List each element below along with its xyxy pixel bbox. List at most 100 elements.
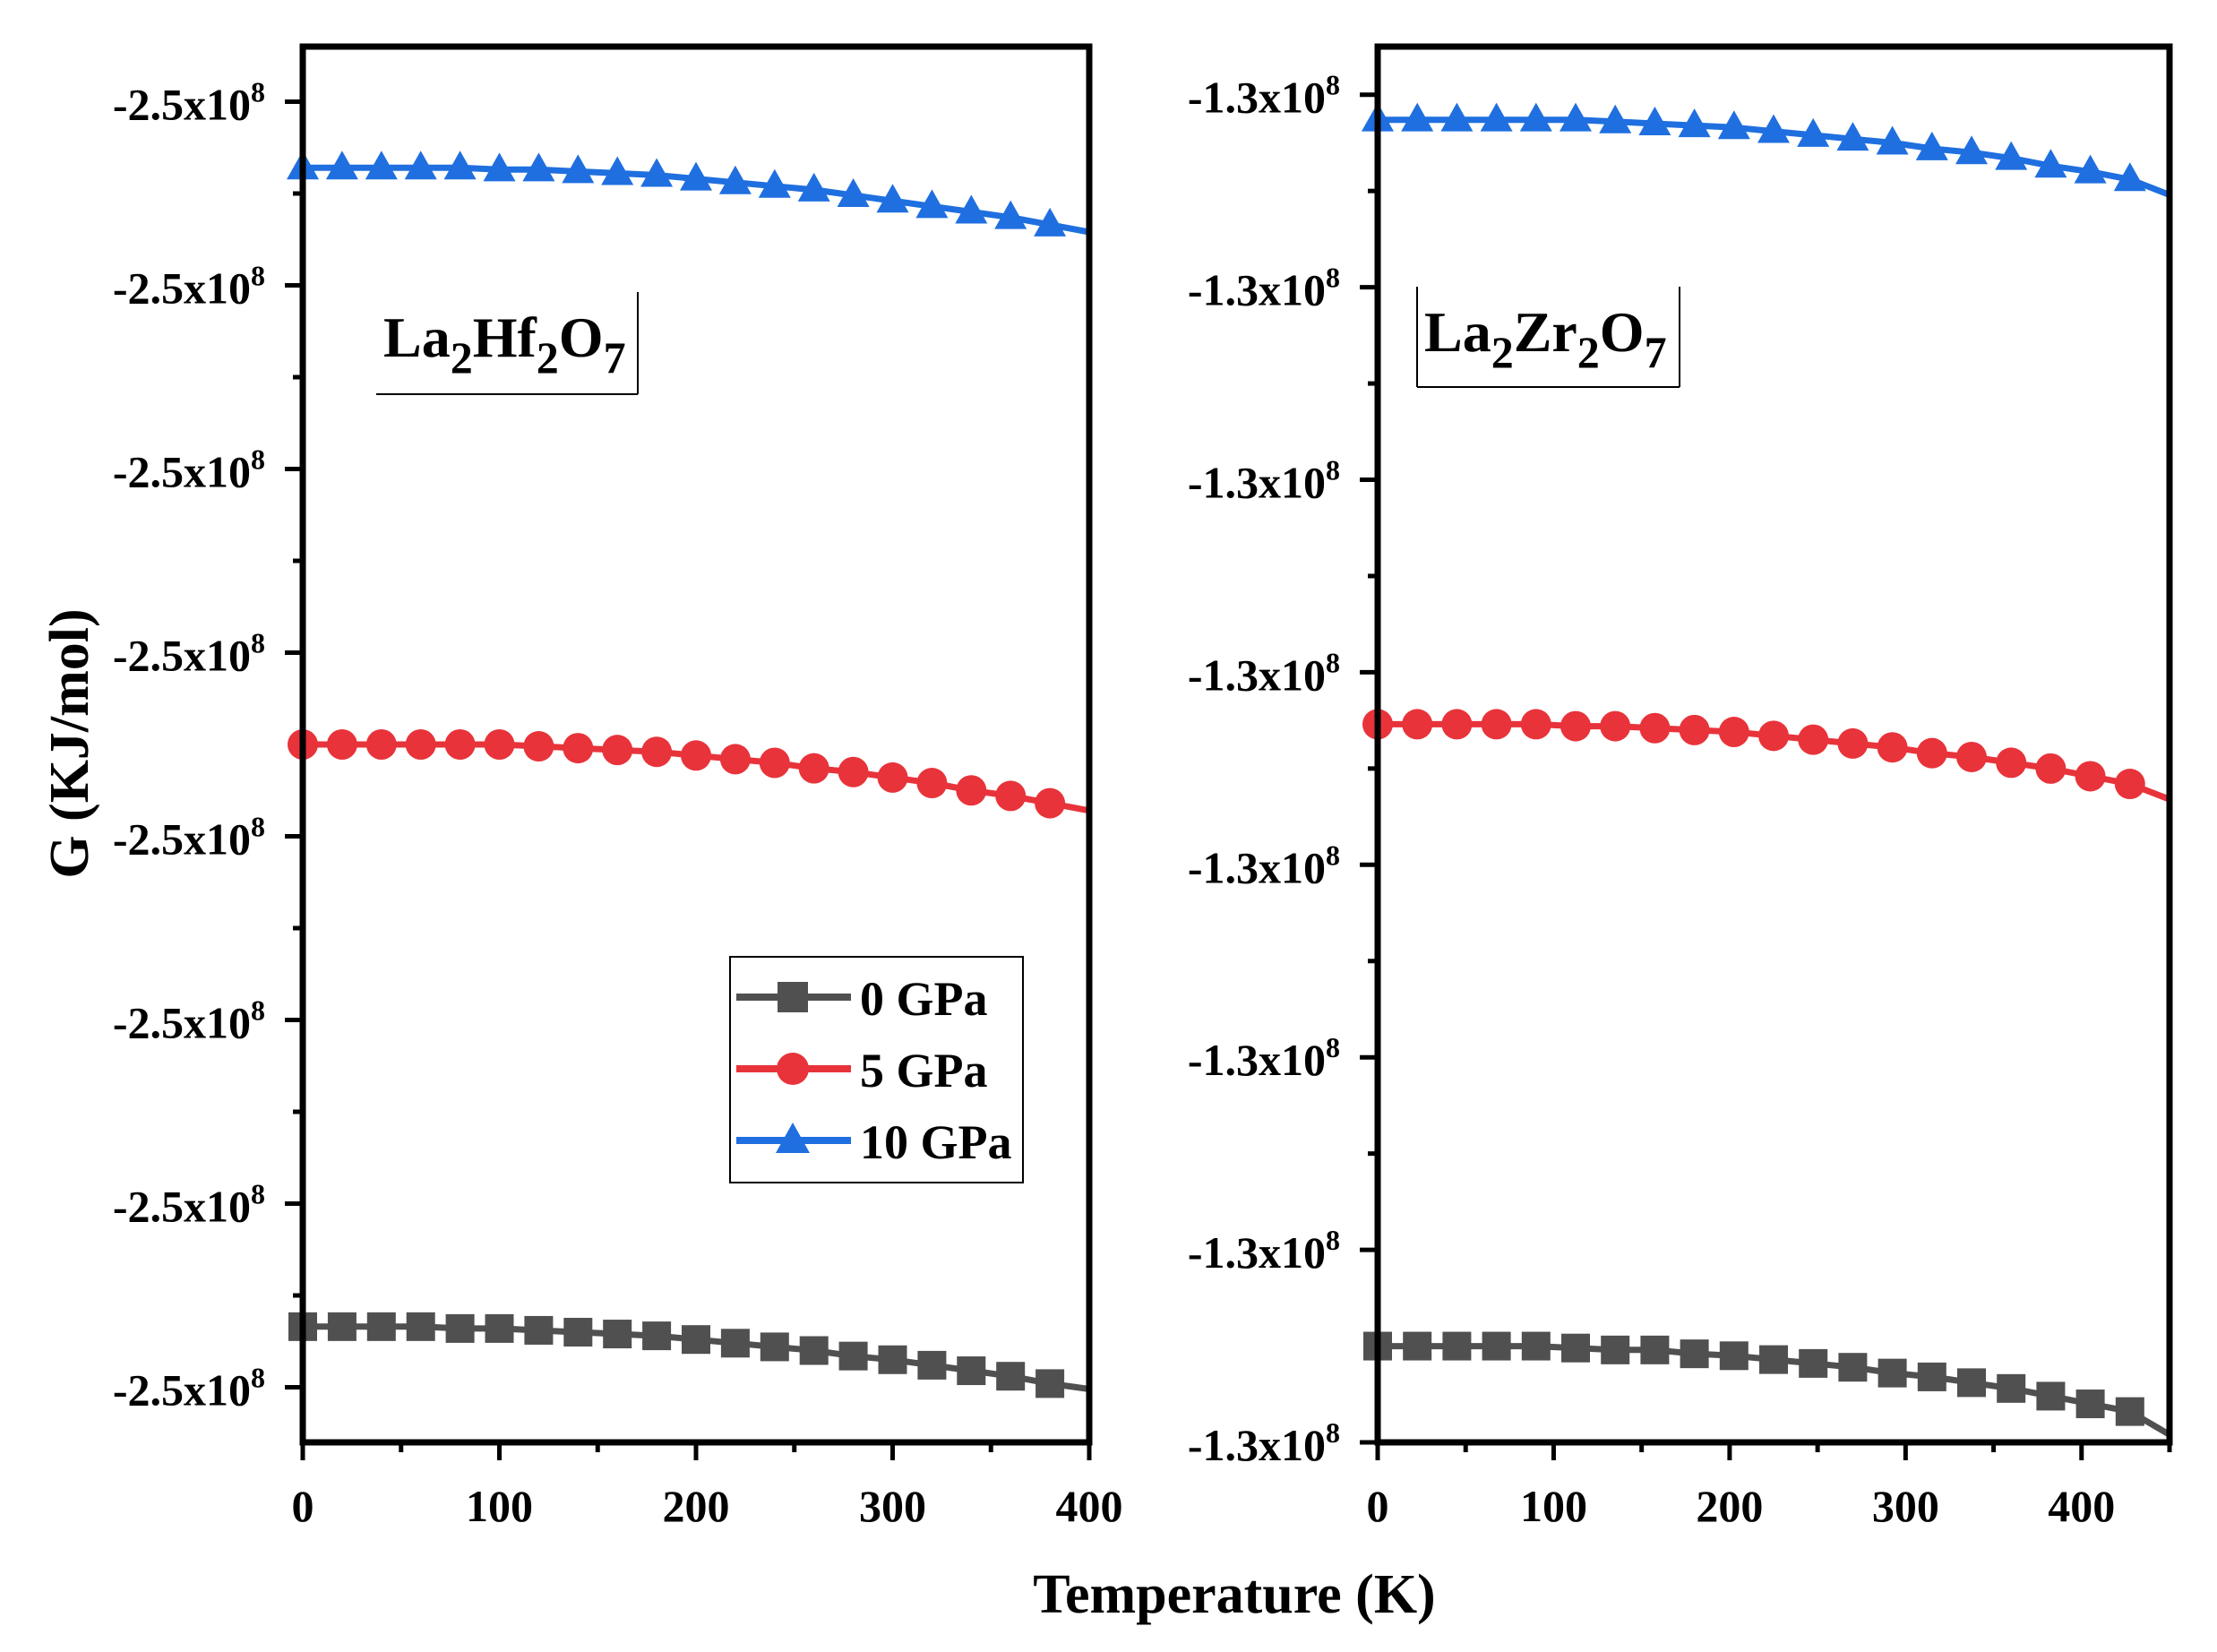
- left-material-label-sub: 2: [537, 332, 559, 383]
- data-point-0gpa: [1838, 1353, 1868, 1382]
- y-tick-label: -2.5x108: [113, 443, 265, 497]
- data-point-5gpa: [1639, 712, 1671, 744]
- data-point-0gpa: [1680, 1339, 1709, 1369]
- y-tick-label: -1.3x108: [1188, 262, 1340, 315]
- data-point-0gpa: [327, 1312, 357, 1341]
- legend-label-5gpa: 5 GPa: [860, 1044, 988, 1097]
- left-plot-frame: [299, 43, 1093, 1446]
- left-series: [287, 151, 1090, 1398]
- right-series: [1362, 102, 2171, 1438]
- x-tick-label: 0: [1367, 1481, 1389, 1531]
- square-icon: [778, 982, 808, 1012]
- data-point-5gpa: [444, 729, 476, 760]
- data-point-10gpa: [404, 151, 437, 180]
- data-point-10gpa: [1678, 108, 1711, 138]
- data-point-0gpa: [720, 1329, 750, 1358]
- right-material-label-sub: 7: [1645, 327, 1667, 377]
- data-point-10gpa: [1876, 125, 1909, 155]
- data-point-10gpa: [325, 151, 358, 180]
- data-point-5gpa: [1560, 710, 1591, 742]
- data-point-5gpa: [1798, 724, 1829, 755]
- y-tick-label: -1.3x108: [1188, 69, 1340, 123]
- data-point-5gpa: [1718, 717, 1749, 748]
- data-point-10gpa: [680, 161, 712, 191]
- data-point-10gpa: [1401, 102, 1434, 132]
- data-point-5gpa: [798, 753, 829, 784]
- data-point-10gpa: [1915, 131, 1948, 160]
- data-point-10gpa: [601, 156, 634, 185]
- data-point-10gpa: [1638, 106, 1671, 135]
- data-point-0gpa: [406, 1312, 435, 1341]
- right-material-label-part: O: [1600, 300, 1645, 364]
- data-point-10gpa: [483, 152, 516, 182]
- data-point-0gpa: [1719, 1341, 1749, 1371]
- data-point-10gpa: [876, 184, 909, 213]
- data-point-10gpa: [365, 151, 398, 180]
- legend-entry-10gpa: 10 GPa: [736, 1115, 1012, 1169]
- data-point-0gpa: [1403, 1331, 1432, 1361]
- data-point-0gpa: [366, 1312, 396, 1341]
- x-tick-label: 200: [1696, 1481, 1763, 1531]
- data-point-5gpa: [1035, 787, 1066, 819]
- data-point-0gpa: [1957, 1368, 1986, 1398]
- data-point-10gpa: [837, 178, 870, 208]
- data-point-5gpa: [405, 729, 436, 760]
- right-material-label-part: La: [1424, 300, 1491, 364]
- x-tick-label: 300: [859, 1481, 926, 1531]
- data-point-5gpa: [995, 780, 1027, 812]
- data-point-5gpa: [484, 729, 515, 760]
- data-point-5gpa: [916, 768, 948, 799]
- data-point-10gpa: [1519, 102, 1552, 132]
- data-point-10gpa: [522, 152, 555, 182]
- data-point-0gpa: [1640, 1335, 1670, 1364]
- y-tick-label: -1.3x108: [1188, 839, 1340, 892]
- data-point-10gpa: [1955, 135, 1988, 165]
- data-point-10gpa: [443, 151, 477, 180]
- data-point-5gpa: [681, 740, 711, 771]
- y-tick-label: -2.5x108: [113, 260, 265, 314]
- data-point-0gpa: [2075, 1390, 2105, 1419]
- data-point-0gpa: [1759, 1345, 1788, 1374]
- right-material-label: La2Zr2O7: [1416, 287, 1680, 388]
- y-tick-label: -1.3x108: [1188, 454, 1340, 508]
- data-point-5gpa: [877, 761, 908, 793]
- y-tick-label: -1.3x108: [1188, 1416, 1340, 1470]
- data-point-5gpa: [365, 729, 397, 760]
- data-point-5gpa: [1996, 747, 2027, 779]
- data-point-0gpa: [642, 1321, 672, 1351]
- data-point-5gpa: [1402, 709, 1433, 740]
- data-point-5gpa: [523, 731, 554, 762]
- left-material-label-sub: 2: [451, 332, 473, 383]
- data-point-10gpa: [1560, 102, 1592, 132]
- data-point-5gpa: [1837, 727, 1869, 759]
- data-point-0gpa: [1997, 1373, 2026, 1403]
- data-point-10gpa: [1034, 207, 1067, 237]
- data-point-0gpa: [1601, 1335, 1630, 1364]
- data-point-0gpa: [1442, 1331, 1472, 1361]
- data-point-0gpa: [799, 1336, 829, 1365]
- data-point-5gpa: [2035, 753, 2067, 784]
- y-tick-label: -2.5x108: [113, 1362, 265, 1415]
- data-point-5gpa: [1600, 710, 1631, 742]
- y-tick-label: -2.5x108: [113, 627, 265, 681]
- right-chart-panel: 0 100 200 300 400 -1.3x108 -1.3x108 -1.3x108 -1.…: [1188, 43, 2173, 1531]
- x-tick-label: 400: [1056, 1481, 1123, 1531]
- y-tick-label: -1.3x108: [1188, 1224, 1340, 1278]
- data-point-5gpa: [1441, 709, 1473, 740]
- data-point-10gpa: [955, 194, 988, 224]
- data-point-0gpa: [838, 1341, 868, 1371]
- data-point-0gpa: [957, 1356, 986, 1386]
- circle-icon: [777, 1053, 809, 1085]
- y-tick-label: -1.3x108: [1188, 646, 1340, 700]
- data-point-0gpa: [524, 1315, 554, 1345]
- y-axis-title: G (KJ/mol): [39, 608, 100, 878]
- data-point-0gpa: [682, 1325, 710, 1355]
- data-point-0gpa: [1521, 1331, 1551, 1361]
- data-point-5gpa: [1520, 709, 1551, 740]
- svg-text:La2Hf2O7: La2Hf2O7: [383, 305, 626, 383]
- x-tick-label: 400: [2048, 1481, 2115, 1531]
- data-point-0gpa: [563, 1318, 593, 1347]
- data-point-10gpa: [1836, 122, 1869, 151]
- data-point-0gpa: [485, 1313, 514, 1343]
